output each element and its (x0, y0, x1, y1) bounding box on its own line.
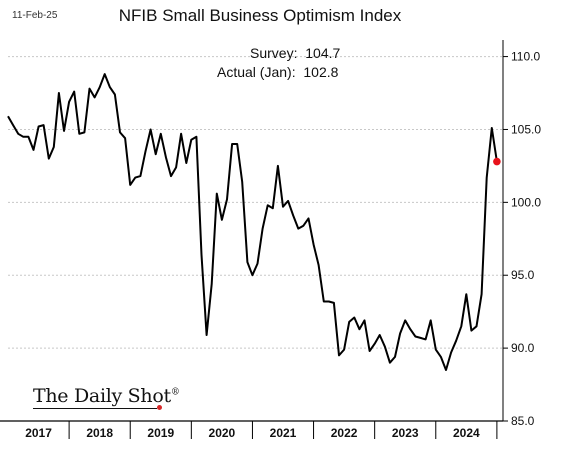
x-tick-label-2022: 2022 (331, 426, 358, 440)
y-tick-label-85.0: 85.0 (511, 414, 535, 428)
x-tick-label-2023: 2023 (392, 426, 419, 440)
survey-annotation: Survey: 104.7 (250, 45, 341, 61)
series-line-0 (7, 73, 498, 371)
y-tick-label-90.0: 90.0 (511, 341, 535, 355)
y-tick-label-105.0: 105.0 (511, 122, 541, 136)
daily-shot-logo: The Daily Shot® (33, 385, 180, 407)
date-label: 11-Feb-25 (12, 10, 58, 21)
actual-annotation: Actual (Jan): 102.8 (217, 64, 339, 80)
y-tick-label-95.0: 95.0 (511, 268, 535, 282)
logo-underline (33, 408, 157, 409)
x-tick-label-2017: 2017 (25, 426, 52, 440)
logo-dot-icon (157, 405, 162, 410)
y-tick-label-110.0: 110.0 (511, 50, 540, 64)
x-tick-label-2021: 2021 (270, 426, 297, 440)
y-tick-label-100.0: 100.0 (511, 195, 541, 209)
x-tick-label-2020: 2020 (209, 426, 236, 440)
x-tick-label-2018: 2018 (86, 426, 113, 440)
latest-value-marker (493, 157, 501, 166)
x-tick-label-2019: 2019 (147, 426, 174, 440)
logo-registered-mark: ® (170, 387, 180, 398)
chart-title: NFIB Small Business Optimism Index (118, 6, 402, 25)
logo-text: The Daily Shot (33, 385, 171, 407)
x-tick-label-2024: 2024 (453, 426, 480, 440)
